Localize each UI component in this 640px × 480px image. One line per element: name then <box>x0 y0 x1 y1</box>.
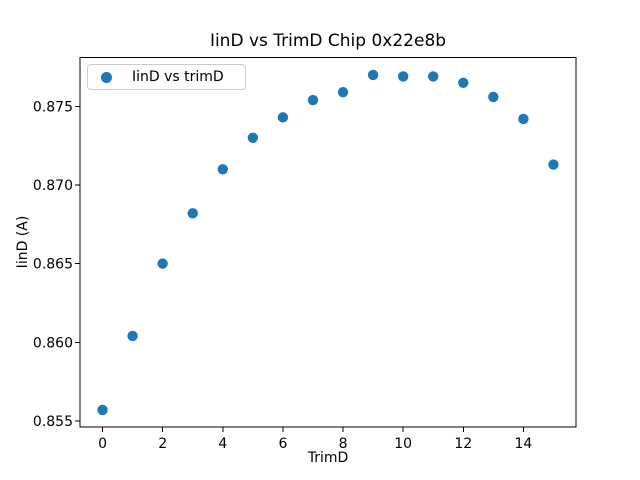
data-point <box>488 91 499 103</box>
data-point <box>97 404 108 416</box>
y-tick-label: 0.860 <box>33 335 73 351</box>
data-point <box>157 258 168 269</box>
data-point <box>458 77 469 88</box>
x-tick-label: 12 <box>454 436 472 452</box>
x-axis-label: TrimD <box>307 450 349 466</box>
data-point <box>277 112 289 123</box>
data-point <box>247 132 259 144</box>
x-tick-label: 6 <box>278 436 287 452</box>
data-point <box>127 330 138 342</box>
data-point <box>367 69 379 81</box>
data-point <box>217 164 228 175</box>
data-point <box>397 71 409 82</box>
data-point <box>307 94 319 106</box>
y-tick-label: 0.875 <box>33 99 73 115</box>
y-tick-label: 0.865 <box>33 257 73 273</box>
legend: IinD vs trimD <box>87 64 246 90</box>
data-point <box>548 159 559 170</box>
data-point <box>187 208 198 219</box>
x-tick-label: 4 <box>218 436 227 452</box>
y-tick-label: 0.855 <box>33 414 73 430</box>
axes-frame <box>79 57 577 428</box>
legend-label: IinD vs trimD <box>132 69 224 85</box>
chart-title: IinD vs TrimD Chip 0x22e8b <box>209 31 447 51</box>
y-tick-label: 0.870 <box>33 178 73 194</box>
x-tick-label: 8 <box>339 436 348 452</box>
x-tick-label: 14 <box>514 436 532 452</box>
data-point <box>428 71 439 82</box>
x-tick-label: 0 <box>98 436 107 452</box>
data-point <box>518 113 529 125</box>
legend-marker-dot <box>101 71 112 83</box>
x-tick-label: 10 <box>394 436 412 452</box>
data-point <box>337 87 349 98</box>
x-tick-label: 2 <box>158 436 167 452</box>
